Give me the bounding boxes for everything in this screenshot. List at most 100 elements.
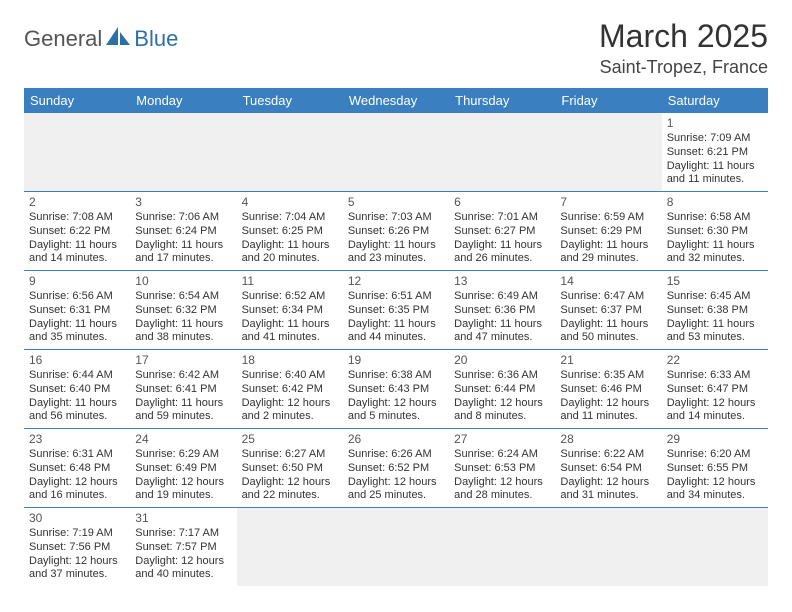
sunrise-text: Sunrise: 6:59 AM <box>560 211 656 225</box>
calendar-cell: 10Sunrise: 6:54 AMSunset: 6:32 PMDayligh… <box>130 271 236 349</box>
daylight-text: Daylight: 11 hours <box>667 318 763 332</box>
sunrise-text: Sunrise: 6:29 AM <box>135 448 231 462</box>
calendar-cell: 12Sunrise: 6:51 AMSunset: 6:35 PMDayligh… <box>343 271 449 349</box>
week-row: 1Sunrise: 7:09 AMSunset: 6:21 PMDaylight… <box>24 113 768 192</box>
daylight-text: and 11 minutes. <box>560 410 656 424</box>
calendar-cell-blank <box>130 113 236 191</box>
daylight-text: Daylight: 11 hours <box>135 397 231 411</box>
calendar-cell: 29Sunrise: 6:20 AMSunset: 6:55 PMDayligh… <box>662 429 768 507</box>
sunset-text: Sunset: 6:42 PM <box>242 383 338 397</box>
sunrise-text: Sunrise: 6:27 AM <box>242 448 338 462</box>
sunset-text: Sunset: 6:48 PM <box>29 462 125 476</box>
sunset-text: Sunset: 6:35 PM <box>348 304 444 318</box>
sunset-text: Sunset: 6:29 PM <box>560 225 656 239</box>
sunrise-text: Sunrise: 6:52 AM <box>242 290 338 304</box>
daylight-text: and 50 minutes. <box>560 331 656 345</box>
sunset-text: Sunset: 6:50 PM <box>242 462 338 476</box>
daylight-text: and 14 minutes. <box>667 410 763 424</box>
daylight-text: Daylight: 12 hours <box>242 476 338 490</box>
daylight-text: and 8 minutes. <box>454 410 550 424</box>
sunrise-text: Sunrise: 7:09 AM <box>667 132 763 146</box>
weekday-header: Friday <box>555 88 661 113</box>
sunrise-text: Sunrise: 6:45 AM <box>667 290 763 304</box>
sunset-text: Sunset: 7:56 PM <box>29 541 125 555</box>
brand-part1: General <box>24 26 102 52</box>
daylight-text: and 5 minutes. <box>348 410 444 424</box>
daylight-text: and 56 minutes. <box>29 410 125 424</box>
calendar-cell: 20Sunrise: 6:36 AMSunset: 6:44 PMDayligh… <box>449 350 555 428</box>
sunset-text: Sunset: 6:38 PM <box>667 304 763 318</box>
daylight-text: and 34 minutes. <box>667 489 763 503</box>
daylight-text: and 29 minutes. <box>560 252 656 266</box>
calendar-cell-blank <box>343 113 449 191</box>
day-number: 15 <box>667 274 763 289</box>
calendar-cell: 13Sunrise: 6:49 AMSunset: 6:36 PMDayligh… <box>449 271 555 349</box>
day-number: 24 <box>135 432 231 447</box>
daylight-text: Daylight: 12 hours <box>667 476 763 490</box>
calendar-page: General Blue March 2025 Saint-Tropez, Fr… <box>0 0 792 586</box>
day-number: 28 <box>560 432 656 447</box>
weekday-header: Thursday <box>449 88 555 113</box>
week-row: 23Sunrise: 6:31 AMSunset: 6:48 PMDayligh… <box>24 429 768 508</box>
sunset-text: Sunset: 6:47 PM <box>667 383 763 397</box>
sunrise-text: Sunrise: 6:42 AM <box>135 369 231 383</box>
day-number: 5 <box>348 195 444 210</box>
daylight-text: Daylight: 12 hours <box>560 476 656 490</box>
sunset-text: Sunset: 6:54 PM <box>560 462 656 476</box>
daylight-text: and 35 minutes. <box>29 331 125 345</box>
week-row: 16Sunrise: 6:44 AMSunset: 6:40 PMDayligh… <box>24 350 768 429</box>
week-row: 9Sunrise: 6:56 AMSunset: 6:31 PMDaylight… <box>24 271 768 350</box>
day-number: 30 <box>29 511 125 526</box>
calendar-body: 1Sunrise: 7:09 AMSunset: 6:21 PMDaylight… <box>24 113 768 586</box>
calendar-cell-blank <box>662 508 768 586</box>
sunset-text: Sunset: 6:52 PM <box>348 462 444 476</box>
daylight-text: Daylight: 11 hours <box>454 239 550 253</box>
daylight-text: and 47 minutes. <box>454 331 550 345</box>
sunset-text: Sunset: 6:30 PM <box>667 225 763 239</box>
sunset-text: Sunset: 6:37 PM <box>560 304 656 318</box>
calendar-cell: 7Sunrise: 6:59 AMSunset: 6:29 PMDaylight… <box>555 192 661 270</box>
day-number: 9 <box>29 274 125 289</box>
calendar-cell-blank <box>555 508 661 586</box>
sunrise-text: Sunrise: 6:47 AM <box>560 290 656 304</box>
daylight-text: and 20 minutes. <box>242 252 338 266</box>
daylight-text: and 26 minutes. <box>454 252 550 266</box>
calendar-cell: 21Sunrise: 6:35 AMSunset: 6:46 PMDayligh… <box>555 350 661 428</box>
daylight-text: Daylight: 11 hours <box>454 318 550 332</box>
calendar-cell: 4Sunrise: 7:04 AMSunset: 6:25 PMDaylight… <box>237 192 343 270</box>
daylight-text: and 11 minutes. <box>667 173 763 187</box>
calendar-cell-blank <box>237 113 343 191</box>
daylight-text: and 37 minutes. <box>29 568 125 582</box>
calendar-cell: 11Sunrise: 6:52 AMSunset: 6:34 PMDayligh… <box>237 271 343 349</box>
calendar-cell: 14Sunrise: 6:47 AMSunset: 6:37 PMDayligh… <box>555 271 661 349</box>
daylight-text: Daylight: 11 hours <box>560 239 656 253</box>
daylight-text: and 22 minutes. <box>242 489 338 503</box>
day-number: 10 <box>135 274 231 289</box>
weekday-header-row: Sunday Monday Tuesday Wednesday Thursday… <box>24 88 768 113</box>
calendar-cell: 16Sunrise: 6:44 AMSunset: 6:40 PMDayligh… <box>24 350 130 428</box>
sunset-text: Sunset: 6:27 PM <box>454 225 550 239</box>
daylight-text: and 44 minutes. <box>348 331 444 345</box>
daylight-text: Daylight: 12 hours <box>560 397 656 411</box>
daylight-text: Daylight: 12 hours <box>454 397 550 411</box>
day-number: 20 <box>454 353 550 368</box>
calendar-cell: 18Sunrise: 6:40 AMSunset: 6:42 PMDayligh… <box>237 350 343 428</box>
day-number: 2 <box>29 195 125 210</box>
sunset-text: Sunset: 6:24 PM <box>135 225 231 239</box>
daylight-text: and 16 minutes. <box>29 489 125 503</box>
weekday-header: Wednesday <box>343 88 449 113</box>
sunset-text: Sunset: 6:22 PM <box>29 225 125 239</box>
weekday-header: Monday <box>130 88 236 113</box>
weekday-header: Sunday <box>24 88 130 113</box>
sunrise-text: Sunrise: 6:56 AM <box>29 290 125 304</box>
sunset-text: Sunset: 6:53 PM <box>454 462 550 476</box>
sunset-text: Sunset: 6:43 PM <box>348 383 444 397</box>
sunset-text: Sunset: 7:57 PM <box>135 541 231 555</box>
daylight-text: and 17 minutes. <box>135 252 231 266</box>
daylight-text: Daylight: 11 hours <box>348 318 444 332</box>
daylight-text: and 40 minutes. <box>135 568 231 582</box>
daylight-text: and 38 minutes. <box>135 331 231 345</box>
sunrise-text: Sunrise: 7:04 AM <box>242 211 338 225</box>
calendar-cell: 24Sunrise: 6:29 AMSunset: 6:49 PMDayligh… <box>130 429 236 507</box>
daylight-text: Daylight: 12 hours <box>135 555 231 569</box>
